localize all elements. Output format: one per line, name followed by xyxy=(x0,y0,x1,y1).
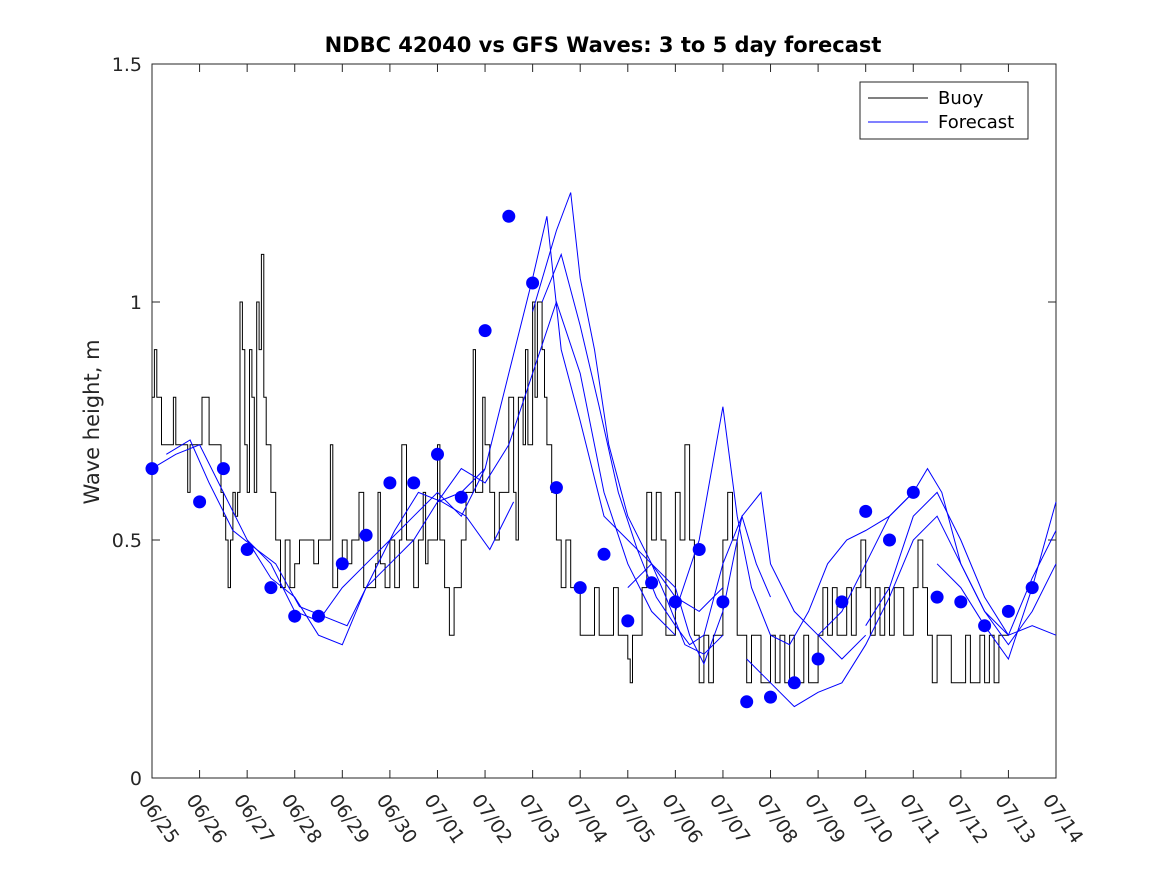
forecast-series-line-9 xyxy=(746,515,1057,708)
forecast-marker-point xyxy=(597,547,611,561)
legend-buoy-label: Buoy xyxy=(938,88,984,109)
y-tick-labels: 0 0.5 1 1.5 xyxy=(112,54,142,790)
y-tick-label: 1 xyxy=(130,292,142,314)
forecast-marker-point xyxy=(1025,581,1039,595)
forecast-marker-point xyxy=(811,652,825,666)
y-tick-label: 0.5 xyxy=(112,530,142,552)
forecast-marker-point xyxy=(335,557,349,571)
forecast-marker-point xyxy=(407,476,421,490)
forecast-series-line-10 xyxy=(817,467,1057,646)
chart-legend: Buoy Forecast xyxy=(859,81,1029,140)
forecast-marker-point xyxy=(145,462,159,476)
forecast-marker-point xyxy=(383,476,397,490)
forecast-marker-point xyxy=(835,595,849,609)
forecast-marker-point xyxy=(478,324,492,338)
forecast-marker-point xyxy=(954,595,968,609)
axis-ticks xyxy=(151,63,1057,779)
forecast-series-line-2 xyxy=(166,439,515,627)
forecast-series-line-5 xyxy=(532,192,724,655)
forecast-marker-point xyxy=(264,581,278,595)
forecast-marker-point xyxy=(716,595,730,609)
forecast-marker-point xyxy=(883,533,896,547)
y-tick-label: 1.5 xyxy=(112,54,142,76)
forecast-marker-point xyxy=(193,495,207,509)
forecast-marker-point xyxy=(621,614,635,628)
forecast-marker-point xyxy=(668,595,682,609)
forecast-marker-point xyxy=(288,609,302,623)
forecast-marker-point xyxy=(573,581,587,595)
plot-area xyxy=(151,63,1057,779)
forecast-marker-point xyxy=(240,543,254,556)
forecast-marker-point xyxy=(692,543,706,556)
forecast-marker-point xyxy=(431,447,444,461)
y-axis-label: Wave height, m xyxy=(80,339,104,504)
chart-title: NDBC 42040 vs GFS Waves: 3 to 5 day fore… xyxy=(325,33,882,57)
forecast-series-line-11 xyxy=(865,491,1057,637)
buoy-series-line xyxy=(152,253,1009,684)
forecast-marker-point xyxy=(312,609,325,623)
forecast-marker-point xyxy=(859,504,873,518)
forecast-marker-point xyxy=(526,276,540,290)
forecast-marker-point xyxy=(740,695,754,709)
forecast-marker-point xyxy=(978,619,992,633)
forecast-marker-point xyxy=(787,676,801,690)
forecast-marker-point xyxy=(549,481,563,495)
legend-box xyxy=(859,81,1029,140)
forecast-marker-point xyxy=(764,690,777,704)
forecast-series-line-3 xyxy=(246,300,676,646)
forecast-series-line-8 xyxy=(674,406,914,646)
forecast-marker-point xyxy=(1001,604,1015,618)
forecast-marker-point xyxy=(645,576,659,590)
forecast-series-layer xyxy=(151,192,1057,708)
forecast-markers-layer xyxy=(145,209,1039,709)
forecast-marker-point xyxy=(502,209,516,223)
forecast-series-line-12 xyxy=(936,501,1057,661)
forecast-marker-point xyxy=(359,528,373,542)
forecast-marker-point xyxy=(906,485,920,499)
buoy-series-layer xyxy=(152,253,1009,684)
forecast-series-line-4 xyxy=(437,216,724,613)
legend-forecast-label: Forecast xyxy=(938,112,1014,133)
y-tick-label: 0 xyxy=(130,768,142,790)
forecast-marker-point xyxy=(216,462,230,476)
forecast-marker-point xyxy=(454,490,468,504)
forecast-marker-point xyxy=(930,590,944,604)
